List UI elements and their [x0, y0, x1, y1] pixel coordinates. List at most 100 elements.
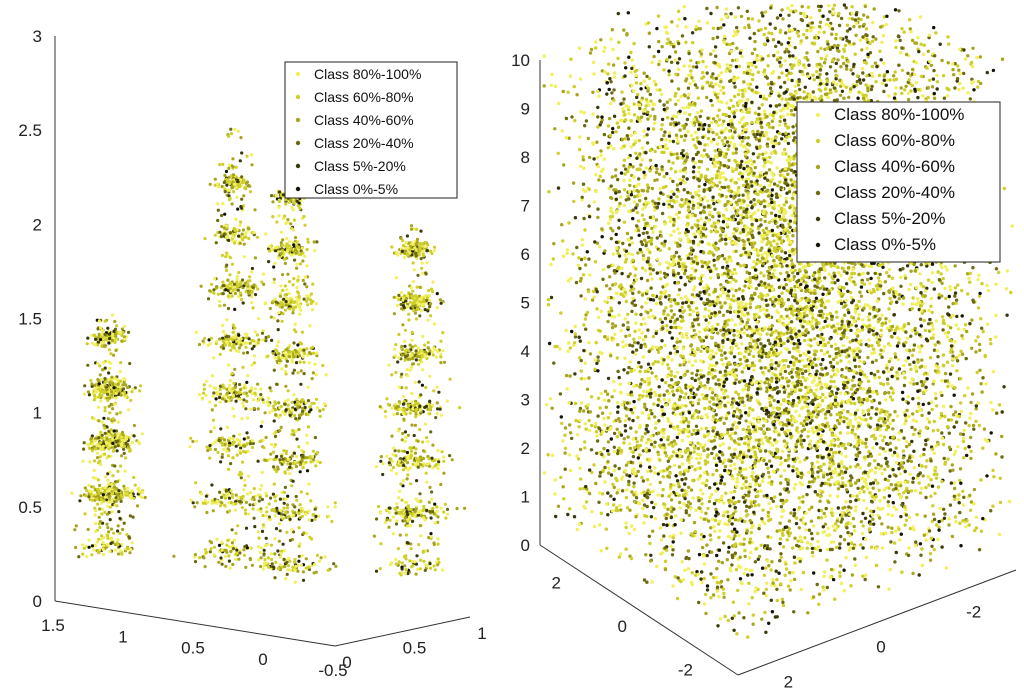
left-point — [120, 333, 124, 337]
left-point — [409, 286, 413, 290]
right-point — [696, 446, 700, 451]
left-point — [434, 416, 438, 420]
left-point — [245, 546, 249, 550]
right-point — [663, 559, 668, 563]
left-point — [74, 524, 78, 528]
right-point — [730, 166, 734, 170]
left-point — [275, 454, 279, 459]
right-point — [769, 197, 773, 201]
left-point — [281, 273, 285, 277]
left-point — [235, 280, 239, 284]
left-point — [256, 287, 260, 291]
right-point — [936, 537, 940, 542]
right-point — [977, 294, 982, 298]
left-point — [215, 339, 219, 343]
left-point — [259, 392, 263, 397]
left-point — [414, 294, 418, 298]
left-point — [284, 449, 288, 453]
left-point — [292, 451, 297, 455]
left-point — [428, 510, 432, 514]
right-point — [707, 321, 711, 325]
right-point — [675, 435, 679, 440]
right-point — [581, 155, 585, 159]
right-point — [940, 431, 944, 435]
left-point — [298, 516, 302, 520]
left-point — [423, 245, 427, 249]
left-point — [223, 230, 227, 234]
left-point — [416, 439, 420, 443]
left-point — [424, 272, 428, 276]
right-point — [564, 373, 569, 378]
right-point — [762, 591, 766, 595]
left-point — [284, 497, 288, 501]
left-point — [393, 347, 397, 351]
right-point — [724, 416, 728, 421]
left-point — [301, 355, 305, 359]
left-point — [242, 437, 246, 441]
right-point — [822, 61, 827, 65]
left-point — [108, 444, 112, 448]
left-point — [258, 495, 262, 499]
left-point — [203, 336, 207, 340]
left-point — [255, 333, 259, 337]
right-point — [759, 271, 763, 275]
right-point — [677, 9, 681, 13]
left-point — [225, 550, 229, 554]
left-point — [82, 447, 86, 451]
left-point — [220, 253, 224, 257]
left-point — [264, 435, 268, 440]
left-point — [431, 280, 435, 284]
left-point — [140, 495, 144, 500]
left-point — [250, 339, 254, 343]
left-point — [112, 531, 116, 535]
left-point — [121, 330, 125, 335]
right-point — [787, 24, 791, 28]
left-point — [105, 392, 110, 396]
left-point — [273, 434, 278, 438]
right-point — [711, 72, 715, 76]
right-point — [863, 577, 867, 582]
left-point — [241, 401, 245, 405]
right-point — [682, 395, 686, 400]
right-point — [953, 294, 957, 298]
left-point — [250, 347, 254, 351]
left-point — [389, 563, 393, 567]
left-point — [390, 406, 394, 410]
right-point — [648, 482, 653, 487]
left-point — [90, 490, 94, 494]
left-point — [389, 457, 393, 461]
right-point — [962, 495, 966, 499]
right-point — [711, 429, 715, 433]
left-point — [117, 510, 121, 514]
left-point — [391, 515, 395, 519]
left-point — [101, 340, 105, 345]
left-point — [213, 404, 218, 408]
left-point — [215, 390, 219, 394]
left-point — [216, 202, 220, 206]
right-point — [956, 445, 960, 449]
left-point — [107, 348, 111, 352]
left-point — [420, 351, 424, 355]
left-point — [225, 251, 229, 255]
left-point — [291, 308, 295, 312]
left-point — [403, 564, 407, 568]
left-point — [415, 307, 419, 311]
left-point — [445, 507, 450, 511]
right-point — [680, 438, 685, 443]
left-point — [281, 457, 285, 461]
left-point — [103, 486, 107, 490]
left-point — [263, 558, 267, 562]
right-point — [818, 20, 823, 24]
right-point — [873, 376, 877, 380]
left-point — [310, 518, 314, 523]
left-point — [396, 547, 400, 551]
left-point — [240, 197, 244, 201]
right-point — [715, 585, 720, 589]
left-point — [252, 406, 256, 410]
left-point — [82, 441, 86, 445]
left-point — [302, 360, 306, 364]
left-point — [427, 352, 431, 356]
right-point — [933, 392, 938, 396]
left-point — [295, 262, 299, 266]
left-point — [230, 202, 234, 206]
